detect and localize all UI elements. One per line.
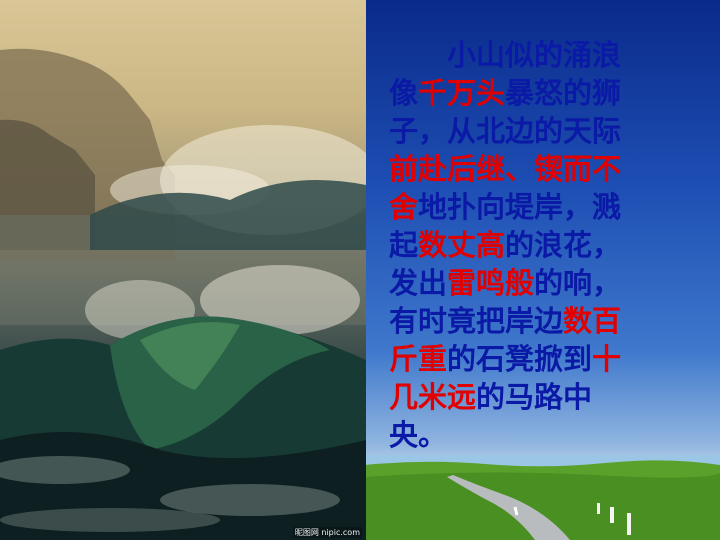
passage-line: 发出雷鸣般的响， <box>389 264 689 302</box>
passage-phrase: 暴怒的狮 <box>505 76 622 110</box>
passage-phrase: 发出 <box>389 266 448 300</box>
passage-phrase: 的响， <box>534 266 622 300</box>
passage-line: 斤重的石凳掀到十 <box>389 340 689 378</box>
passage-phrase: 的石凳掀到 <box>447 342 593 376</box>
passage-line: 小山似的涌浪 <box>389 36 689 74</box>
highlighted-phrase: 前赴后继、锲而不 <box>389 152 622 186</box>
ocean-waves-photo: 昵图网 nipic.com <box>0 0 366 540</box>
passage-line: 有时竟把岸边数百 <box>389 302 689 340</box>
field-road-landscape <box>365 455 720 540</box>
passage-line: 子，从北边的天际 <box>389 112 689 150</box>
passage-line: 几米远的马路中 <box>389 378 689 416</box>
passage-phrase: 地扑向堤岸，溅 <box>418 190 622 224</box>
highlighted-phrase: 十 <box>592 342 622 376</box>
highlighted-phrase: 舍 <box>389 190 419 224</box>
highlighted-phrase: 雷鸣般 <box>447 266 535 300</box>
passage-phrase: 起 <box>389 228 419 262</box>
photo-watermark: 昵图网 nipic.com <box>292 527 362 538</box>
highlighted-phrase: 几米远 <box>389 380 477 414</box>
passage-line: 舍地扑向堤岸，溅 <box>389 188 689 226</box>
passage-phrase: 的浪花， <box>505 228 622 262</box>
passage-line: 起数丈高的浪花， <box>389 226 689 264</box>
passage-phrase: 像 <box>389 76 419 110</box>
passage-phrase: 子，从北边的天际 <box>389 114 622 148</box>
passage-line: 像千万头暴怒的狮 <box>389 74 689 112</box>
passage-line: 央。 <box>389 416 689 454</box>
passage-phrase: 有时竟把岸边 <box>389 304 564 338</box>
highlighted-phrase: 斤重 <box>389 342 448 376</box>
highlighted-phrase: 数百 <box>563 304 622 338</box>
passage-text: 小山似的涌浪 像千万头暴怒的狮 子，从北边的天际 前赴后继、锲而不 舍地扑向堤岸，溅 起数… <box>389 36 689 454</box>
passage-phrase: 央。 <box>389 418 448 452</box>
highlighted-phrase: 千万头 <box>418 76 506 110</box>
passage-line: 前赴后继、锲而不 <box>389 150 689 188</box>
passage-phrase: 的马路中 <box>476 380 593 414</box>
highlighted-phrase: 数丈高 <box>418 228 506 262</box>
passage-phrase: 小山似的涌浪 <box>447 38 622 72</box>
